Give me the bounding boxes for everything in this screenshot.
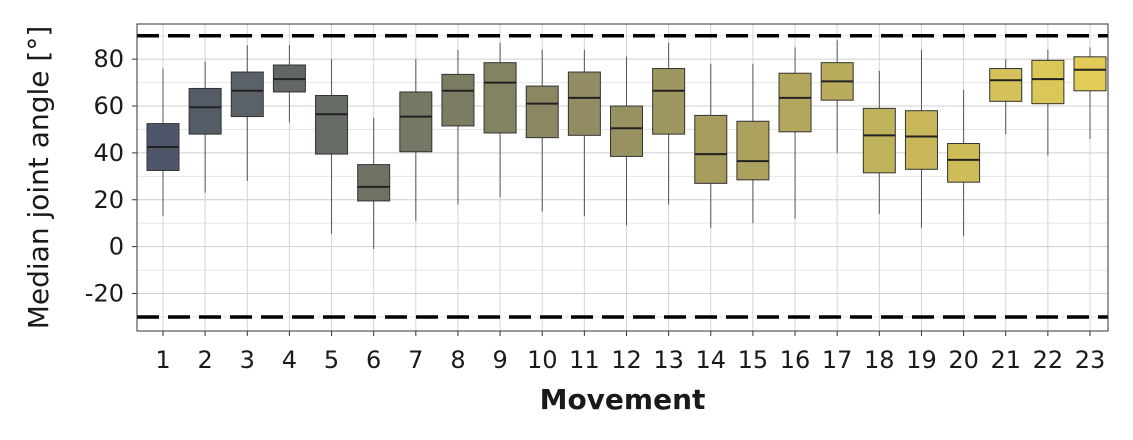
interquartile-box	[652, 68, 686, 135]
interquartile-box	[357, 164, 391, 202]
interquartile-box	[525, 85, 559, 139]
x-tick-label: 8	[450, 346, 465, 374]
interquartile-box	[1031, 59, 1065, 105]
interquartile-box	[1073, 56, 1107, 92]
y-tick-label: 0	[109, 233, 124, 261]
interquartile-box	[610, 105, 643, 157]
box-movement-3	[230, 45, 264, 182]
interquartile-box	[315, 94, 349, 155]
interquartile-box	[862, 107, 896, 174]
y-tick-label: 60	[93, 92, 124, 120]
x-tick-label: 19	[906, 346, 937, 374]
box-movement-16	[778, 47, 812, 219]
box-movement-6	[357, 117, 391, 249]
x-tick-label: 4	[282, 346, 297, 374]
interquartile-box	[399, 91, 433, 153]
x-tick-label: 3	[240, 346, 255, 374]
box-movement-17	[820, 40, 854, 153]
y-tick-label: 40	[93, 139, 124, 167]
x-tick-label: 17	[822, 346, 853, 374]
x-tick-label: 10	[527, 346, 558, 374]
box-movement-19	[904, 49, 938, 228]
x-tick-label: 6	[366, 346, 381, 374]
interquartile-box	[230, 71, 264, 118]
x-tick-label: 23	[1075, 346, 1106, 374]
y-tick-label: 20	[93, 186, 124, 214]
interquartile-box	[483, 62, 517, 134]
x-tick-label: 14	[695, 346, 726, 374]
box-movement-11	[567, 49, 601, 217]
x-tick-label: 22	[1033, 346, 1064, 374]
box-movement-5	[315, 59, 349, 234]
interquartile-box	[567, 71, 601, 136]
x-tick-label: 15	[738, 346, 769, 374]
box-movement-8	[441, 49, 475, 205]
x-tick-label: 16	[780, 346, 811, 374]
box-movement-13	[652, 42, 686, 205]
box-movement-4	[272, 45, 306, 123]
y-tick-label: -20	[85, 280, 124, 308]
interquartile-box	[441, 73, 475, 127]
box-movement-23	[1073, 47, 1107, 139]
x-tick-label: 7	[408, 346, 423, 374]
x-tick-label: 21	[990, 346, 1021, 374]
y-axis-ticks: -20 0 20 40 60 80	[85, 45, 137, 308]
box-movement-20	[947, 89, 981, 237]
box-movement-7	[399, 59, 433, 221]
box-movement-1	[146, 68, 180, 217]
x-axis-title: Movement	[540, 383, 706, 416]
x-tick-label: 9	[492, 346, 507, 374]
box-movement-9	[483, 42, 517, 198]
x-tick-label: 18	[864, 346, 895, 374]
box-movement-21	[989, 59, 1023, 135]
y-tick-label: 80	[93, 45, 124, 73]
interquartile-box	[989, 68, 1023, 102]
x-tick-label: 5	[324, 346, 339, 374]
interquartile-box	[778, 72, 812, 133]
box-movement-22	[1031, 49, 1065, 156]
interquartile-box	[947, 143, 981, 183]
interquartile-box	[188, 87, 222, 135]
plot-area-frame	[136, 23, 1109, 332]
x-tick-label: 11	[569, 346, 600, 374]
x-tick-label: 2	[197, 346, 212, 374]
box-movement-18	[862, 70, 896, 214]
box-movement-14	[694, 63, 728, 228]
box-movement-15	[736, 63, 770, 224]
interquartile-box	[694, 114, 728, 184]
box-series	[146, 40, 1107, 249]
interquartile-box	[736, 120, 770, 181]
box-movement-10	[525, 49, 559, 212]
x-tick-label: 20	[948, 346, 979, 374]
reference-lines	[137, 33, 1108, 319]
box-movement-2	[188, 61, 222, 193]
box-movement-12	[610, 56, 643, 226]
interquartile-box	[904, 110, 938, 170]
x-tick-label: 13	[653, 346, 684, 374]
x-axis-ticks: 1 2 3 4 5 6 7 8 9 10 11 12 13 14 15 16 17 18 19 20 21 22 23	[155, 331, 1105, 374]
x-tick-label: 1	[155, 346, 170, 374]
y-axis-title: Median joint angle [°]	[22, 26, 55, 330]
x-tick-label: 12	[611, 346, 642, 374]
